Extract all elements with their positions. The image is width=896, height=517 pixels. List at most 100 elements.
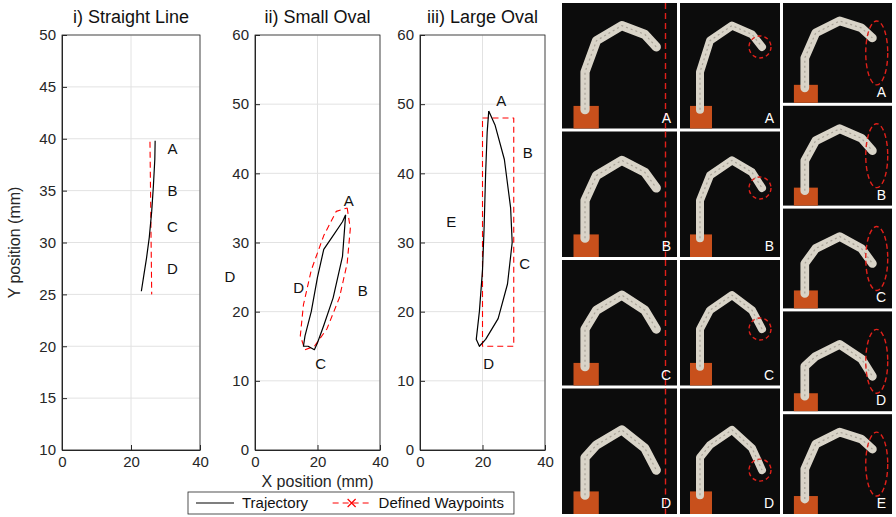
robot-arm	[805, 432, 873, 499]
axis-line	[421, 450, 546, 451]
tick: 50	[397, 95, 425, 112]
plot-area	[300, 208, 350, 350]
tick-mark	[255, 35, 260, 36]
tick-mark	[131, 445, 132, 450]
tick-label: 60	[397, 26, 414, 43]
photo: A	[783, 3, 892, 103]
robot-joints	[585, 430, 656, 495]
point-label: D	[225, 268, 236, 285]
legend-label: Trajectory	[242, 494, 309, 511]
tick-mark	[255, 104, 260, 105]
panel-title: iii) Large Oval	[427, 7, 538, 27]
tick-label: 0	[58, 453, 66, 470]
tick-mark	[255, 173, 260, 174]
robot-arm	[805, 129, 873, 191]
tick-label: 40	[232, 165, 249, 182]
robot-joints	[585, 26, 656, 110]
panel: 02040101520253035404550i) Straight LineY…	[6, 7, 209, 470]
plot-frame	[420, 35, 545, 450]
robot-joints	[805, 21, 873, 88]
x-axis: 02040	[416, 445, 554, 470]
point-label: B	[358, 282, 368, 299]
tick-mark	[255, 243, 260, 244]
x-axis: 02040	[251, 445, 389, 470]
point-label: B	[167, 182, 177, 199]
point-label: A	[167, 140, 177, 157]
panel: 020400102030405060iii) Large OvalABCDE	[397, 7, 554, 470]
tick: 60	[397, 26, 425, 43]
point-label: D	[293, 279, 304, 296]
tick: 25	[39, 286, 67, 303]
photo-background	[783, 209, 892, 309]
point-label: C	[167, 218, 178, 235]
photo-background	[783, 106, 892, 206]
photo: C	[562, 260, 677, 386]
y-axis: 0102030405060	[232, 26, 260, 458]
tick-label: 20	[39, 338, 56, 355]
tick-label: 30	[397, 234, 414, 251]
grid-line	[255, 242, 380, 243]
tick-mark	[483, 445, 484, 450]
robot-arm	[700, 160, 762, 238]
legend-line	[196, 502, 234, 503]
point-label: D	[167, 260, 178, 277]
tick-mark	[380, 445, 381, 450]
tick-mark	[62, 346, 67, 347]
tick-label: 40	[192, 453, 209, 470]
photo-grid: ABCDABCDABCDE	[562, 3, 892, 514]
tick-mark	[255, 381, 260, 382]
target-path	[866, 329, 888, 393]
tick: 60	[232, 26, 260, 43]
robot-joints	[805, 129, 873, 191]
photo-background	[562, 389, 677, 515]
photo: D	[562, 389, 677, 515]
axis-line	[256, 450, 381, 451]
tick-label: 60	[232, 26, 249, 43]
photo: A	[680, 3, 780, 129]
tick-label: 0	[406, 441, 414, 458]
photo-background	[783, 311, 892, 411]
tick: 20	[475, 445, 492, 470]
tick-mark	[62, 294, 67, 295]
grid-line	[255, 380, 380, 381]
robot-joints	[805, 237, 873, 294]
photo-background	[783, 3, 892, 103]
grid-line	[255, 311, 380, 312]
target-path	[749, 459, 771, 481]
tick-label: 50	[39, 26, 56, 43]
tick: 0	[241, 441, 260, 458]
tick: 40	[232, 165, 260, 182]
panel-title: i) Straight Line	[73, 7, 189, 27]
grid-line	[62, 242, 200, 243]
grid-line	[62, 138, 200, 139]
tick-mark	[62, 35, 67, 36]
tick: 20	[39, 338, 67, 355]
tick-label: 0	[241, 441, 249, 458]
tick-label: 20	[475, 453, 492, 470]
tick: 30	[232, 234, 260, 251]
photo: A	[562, 3, 677, 129]
photo-background	[680, 389, 780, 515]
tick: 0	[406, 441, 425, 458]
tick: 40	[537, 445, 554, 470]
photo-label: D	[876, 392, 886, 408]
series-line	[141, 141, 155, 291]
grid-line	[62, 86, 200, 87]
photo-label: B	[877, 187, 886, 203]
photo: D	[680, 389, 780, 515]
tick: 40	[39, 130, 67, 147]
legend-marker	[348, 499, 356, 507]
photo-background	[680, 132, 780, 258]
photo-label: C	[661, 367, 671, 383]
robot-arm	[700, 295, 762, 367]
target-path	[749, 318, 771, 340]
tick: 50	[39, 26, 67, 43]
tick-mark	[318, 445, 319, 450]
tick: 40	[372, 445, 389, 470]
tick: 20	[397, 303, 425, 320]
tick-label: 30	[232, 234, 249, 251]
target-path	[866, 124, 888, 188]
tick-mark	[62, 139, 67, 140]
series-line	[483, 118, 514, 346]
plot-frame	[62, 35, 200, 450]
